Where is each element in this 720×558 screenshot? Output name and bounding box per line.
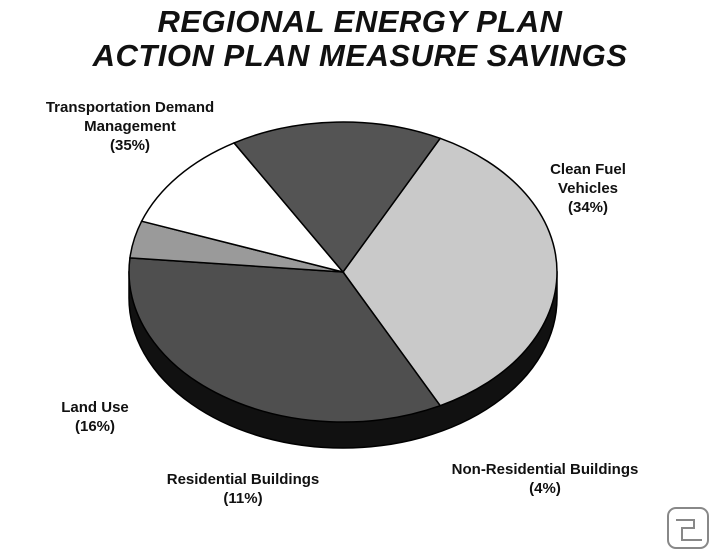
value-label: (16%) <box>74 418 115 435</box>
category-label: Non-Residential Buildings <box>451 461 639 478</box>
value-label: (11%) <box>223 490 263 507</box>
slice-label: Non-Residential Buildings (4%) <box>410 460 680 498</box>
value-label: (4%) <box>529 480 561 497</box>
slice-label: Land Use (16%) <box>40 398 150 436</box>
value-label: (34%) <box>567 199 608 216</box>
pie-slice <box>342 137 558 407</box>
slice-label: Transportation Demand Management (35%) <box>10 98 250 155</box>
pie-slice <box>140 141 346 274</box>
category-label: Transportation Demand Management <box>45 99 215 135</box>
chart-subtitle: ACTION PLAN MEASURE SAVINGS <box>92 38 628 73</box>
pie-slice <box>232 121 442 274</box>
category-label: Land Use <box>61 399 129 416</box>
category-label: Clean Fuel Vehicles <box>550 161 626 197</box>
logo <box>667 507 709 549</box>
slice-label: Clean Fuel Vehicles (34%) <box>528 160 648 217</box>
pie-slice <box>128 257 442 423</box>
value-label: (35%) <box>109 137 150 154</box>
chart-title: REGIONAL ENERGY PLAN <box>157 4 563 39</box>
slice-label: Residential Buildings (11%) <box>128 470 358 508</box>
category-label: Residential Buildings <box>166 471 320 488</box>
